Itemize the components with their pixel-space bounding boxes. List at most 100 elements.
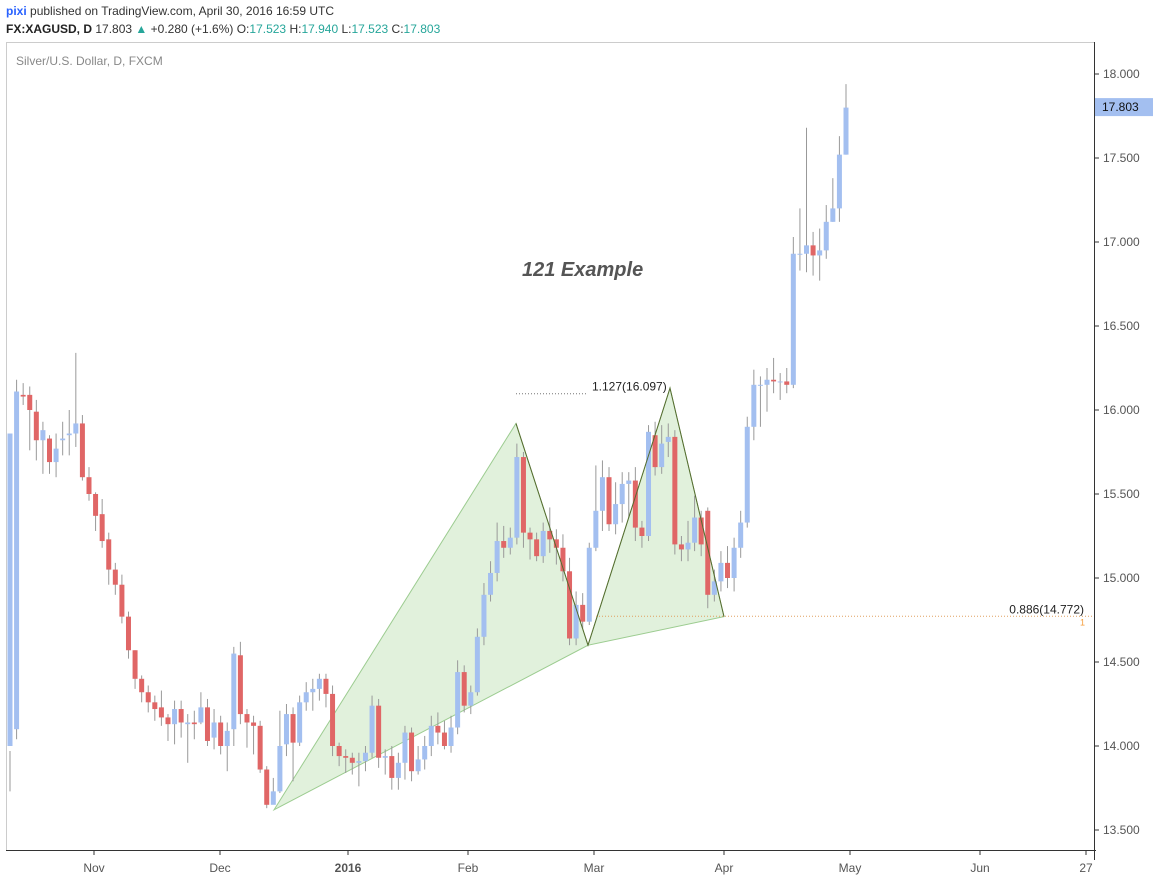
candle-body: [158, 707, 164, 718]
candle-body: [165, 717, 171, 725]
candle-body: [804, 245, 810, 254]
candle-body: [613, 504, 619, 525]
fib-0886-label: 0.886(14.772): [1009, 602, 1084, 616]
candle-body: [27, 394, 33, 410]
candle-body: [349, 757, 355, 763]
candle-body: [573, 604, 579, 639]
pattern-annotation: 121 Example: [522, 259, 643, 281]
candle-body: [692, 517, 698, 543]
time-tick-label: Apr: [715, 861, 734, 875]
candle-body: [646, 431, 652, 536]
ohlc-line: FX:XAGUSD, D 17.803 ▲ +0.280 (+1.6%) O:1…: [6, 22, 440, 36]
candle-body: [711, 581, 717, 595]
publish-line: pixi published on TradingView.com, April…: [6, 4, 334, 18]
publisher-user-link[interactable]: pixi: [6, 4, 27, 18]
candle-body: [395, 762, 401, 778]
candle-body: [106, 539, 112, 570]
time-tick-label: 27: [1079, 861, 1093, 875]
candle-body: [672, 436, 678, 545]
candle-body: [626, 480, 632, 484]
candle-body: [738, 522, 744, 548]
candle-body: [448, 727, 454, 746]
candle-body: [836, 154, 842, 209]
candle-body: [606, 477, 612, 525]
time-tick-label: Feb: [458, 861, 479, 875]
price-tick-label: 18.000: [1103, 67, 1140, 81]
fib-1127-label: 1.127(16.097): [592, 380, 667, 394]
candle-body: [145, 692, 151, 703]
candle-body: [586, 547, 592, 622]
candle-body: [211, 722, 217, 738]
time-tick-label: May: [839, 861, 862, 875]
candle-body: [507, 537, 513, 548]
candle-body: [705, 510, 711, 595]
open-value: 17.523: [249, 22, 287, 36]
candle-body: [744, 426, 750, 523]
candle-body: [757, 384, 763, 386]
candle-body: [231, 653, 237, 730]
candle-body: [790, 253, 796, 385]
time-tick-label: 2016: [335, 861, 362, 875]
candle-body: [172, 709, 178, 725]
candle-body: [369, 705, 375, 753]
candle-body: [376, 705, 382, 758]
candle-body: [731, 547, 737, 578]
candle-body: [725, 562, 731, 578]
candle-body: [560, 547, 566, 572]
candle-body: [619, 483, 625, 505]
candle-body: [823, 221, 829, 251]
symbol-label[interactable]: FX:XAGUSD, D: [6, 22, 93, 36]
candle-body: [481, 594, 487, 637]
last-price-value: 17.803: [95, 22, 133, 36]
candle-body: [303, 692, 309, 703]
candle-body: [435, 725, 441, 733]
candle-body: [474, 636, 480, 693]
candle-body: [593, 510, 599, 548]
candle-body: [665, 436, 671, 442]
candle-body: [53, 448, 59, 463]
price-chart[interactable]: 18.000 17.500 17.000 16.500 16.000 15.500 15.0…: [6, 42, 1156, 880]
candle-body: [73, 423, 79, 434]
candle-body: [698, 517, 704, 545]
plot-area: [6, 42, 1095, 851]
candle-body: [501, 541, 507, 548]
candle-body: [60, 438, 66, 441]
candle-body: [198, 707, 204, 723]
candle-body: [336, 746, 342, 757]
candle-body: [79, 423, 85, 478]
candle-body: [310, 688, 316, 693]
candle-body: [191, 722, 197, 725]
candle-body: [218, 722, 224, 746]
chart-title: Silver/U.S. Dollar, D, FXCM: [16, 54, 163, 68]
candle-body: [46, 438, 52, 463]
candle-body: [415, 759, 421, 772]
candle-body: [343, 756, 349, 758]
price-tick-label: 13.500: [1103, 823, 1140, 837]
candle-body: [297, 702, 303, 743]
candle-body: [599, 477, 605, 511]
candle-body: [685, 542, 691, 550]
candle-body: [547, 530, 553, 540]
candle-body: [20, 394, 26, 397]
candle-body: [567, 571, 573, 639]
candle-body: [830, 208, 836, 222]
time-tick-label: Jun: [970, 861, 989, 875]
candle-body: [540, 530, 546, 557]
last-price-box: [1095, 98, 1153, 117]
chart-header: pixi published on TradingView.com, April…: [0, 0, 1156, 40]
candle-body: [356, 761, 362, 763]
candle-body: [639, 527, 645, 536]
price-tick-label: 17.000: [1103, 235, 1140, 249]
change-value: +0.280 (+1.6%): [150, 22, 234, 36]
candle-body: [382, 756, 388, 758]
candle-body: [771, 379, 777, 382]
candle-body: [777, 381, 783, 383]
price-tick-label: 16.500: [1103, 319, 1140, 333]
candle-body: [441, 732, 447, 746]
candle-body: [797, 253, 803, 255]
chart-frame[interactable]: 18.000 17.500 17.000 16.500 16.000 15.500 15.0…: [6, 42, 1153, 875]
candle-body: [409, 732, 415, 772]
candle-body: [553, 539, 559, 548]
candle-body: [330, 693, 336, 746]
candle-body: [514, 457, 520, 538]
